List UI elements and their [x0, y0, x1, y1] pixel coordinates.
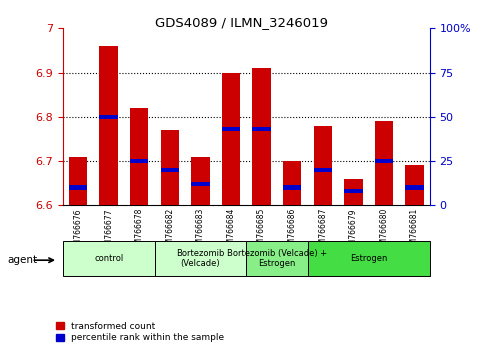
Bar	[253, 68, 271, 205]
Bar	[375, 159, 393, 163]
Bar	[69, 185, 87, 190]
Bar	[161, 130, 179, 205]
Bar	[191, 182, 210, 186]
Bar	[308, 241, 430, 276]
Bar	[191, 157, 210, 205]
Bar	[155, 241, 246, 276]
Bar	[344, 179, 363, 205]
Legend: transformed count, percentile rank within the sample: transformed count, percentile rank withi…	[53, 318, 227, 346]
Text: Bortezomib (Velcade) +
Estrogen: Bortezomib (Velcade) + Estrogen	[227, 249, 327, 268]
Bar	[375, 121, 393, 205]
Bar	[313, 168, 332, 172]
Bar	[99, 46, 118, 205]
Text: agent: agent	[7, 255, 37, 265]
Bar	[161, 168, 179, 172]
Bar	[313, 126, 332, 205]
Bar	[344, 189, 363, 193]
Bar	[222, 73, 240, 205]
Text: Estrogen: Estrogen	[350, 254, 387, 263]
Bar	[405, 185, 424, 190]
Bar	[99, 115, 118, 119]
Bar	[63, 241, 155, 276]
Bar	[222, 127, 240, 131]
Text: Bortezomib
(Velcade): Bortezomib (Velcade)	[176, 249, 225, 268]
Text: GDS4089 / ILMN_3246019: GDS4089 / ILMN_3246019	[155, 16, 328, 29]
Bar	[130, 159, 148, 163]
Bar	[253, 127, 271, 131]
Bar	[405, 165, 424, 205]
Bar	[283, 185, 301, 190]
Text: control: control	[94, 254, 123, 263]
Bar	[69, 157, 87, 205]
Bar	[130, 108, 148, 205]
Bar	[246, 241, 308, 276]
Bar	[283, 161, 301, 205]
